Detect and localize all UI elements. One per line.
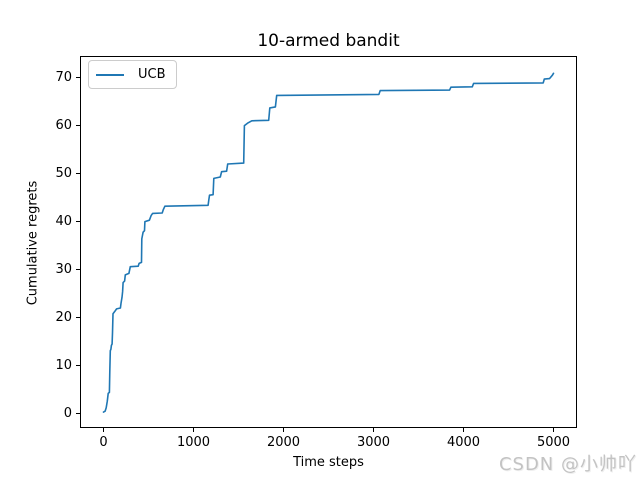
y-axis-label: Cumulative regrets [25, 180, 41, 306]
x-tick-label: 4000 [446, 435, 481, 450]
ucb-curve [102, 72, 555, 413]
legend-label-ucb: UCB [138, 67, 166, 82]
axes-area: UCB [80, 56, 577, 428]
y-tick-mark [76, 413, 80, 415]
watermark-text: CSDN @小帅吖 [498, 454, 637, 475]
x-tick-mark [283, 428, 284, 432]
x-tick-mark [193, 428, 194, 432]
y-tick-mark [76, 77, 80, 79]
x-tick-label: 2000 [266, 435, 301, 450]
y-tick-mark [76, 365, 80, 367]
y-tick-label: 70 [55, 69, 72, 85]
x-tick-mark [463, 428, 464, 432]
x-tick-label: 3000 [356, 435, 391, 450]
y-tick-label: 0 [63, 405, 72, 421]
x-axis-label: Time steps [293, 455, 364, 470]
y-tick-mark [76, 125, 80, 127]
legend-line-sample [96, 73, 124, 76]
y-tick-label: 30 [55, 261, 72, 277]
y-tick-label: 50 [55, 165, 72, 181]
y-tick-mark [76, 269, 80, 271]
y-tick-mark [76, 173, 80, 175]
x-tick-label: 5000 [536, 435, 571, 450]
x-tick-label: 0 [99, 435, 108, 450]
x-tick-mark [103, 428, 104, 432]
x-tick-label: 1000 [176, 435, 211, 450]
y-tick-label: 10 [55, 357, 72, 373]
y-tick-label: 40 [55, 213, 72, 229]
legend-box: UCB [88, 60, 177, 89]
y-tick-mark [76, 221, 80, 223]
x-tick-mark [373, 428, 374, 432]
y-tick-mark [76, 317, 80, 319]
y-tick-label: 60 [55, 117, 72, 133]
ucb-line-chart [102, 72, 555, 413]
x-tick-mark [553, 428, 554, 432]
y-tick-label: 20 [55, 309, 72, 325]
chart-title: 10-armed bandit [257, 31, 400, 51]
